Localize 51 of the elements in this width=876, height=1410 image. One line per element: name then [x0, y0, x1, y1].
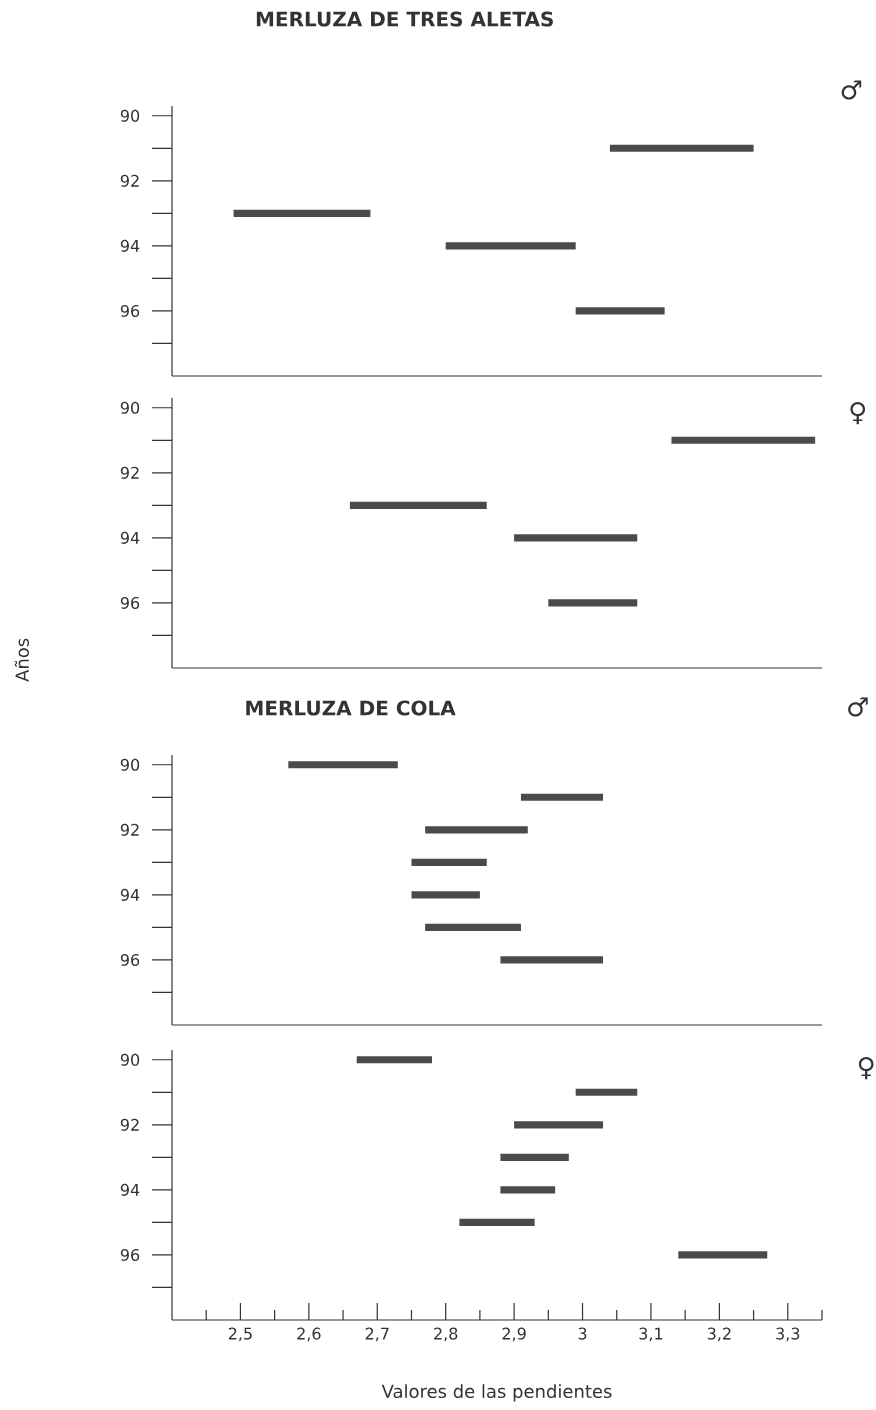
y-tick-label: 94	[120, 1183, 140, 1196]
bar	[514, 1121, 604, 1129]
bar	[520, 793, 604, 801]
y-tick-label: 90	[120, 109, 140, 122]
y-axis-title: Años	[14, 638, 29, 682]
y-tick-label: 92	[120, 1118, 139, 1131]
y-tick-label: 94	[120, 888, 140, 901]
x-axis-title: Valores de las pendientes	[381, 1384, 612, 1402]
y-tick-label: 90	[120, 401, 140, 414]
bar	[500, 1186, 556, 1194]
x-tick-label: 3,2	[707, 1327, 731, 1342]
x-tick-label: 2,7	[365, 1327, 389, 1342]
bar	[575, 1088, 638, 1096]
bar	[459, 1218, 535, 1226]
text: ♂	[848, 697, 868, 717]
x-tick-label: 2,9	[502, 1327, 526, 1342]
x-tick-label: 2,8	[434, 1327, 458, 1342]
bar	[356, 1056, 432, 1064]
y-tick-label: 96	[120, 304, 140, 317]
x-tick-label: 2,6	[297, 1327, 321, 1342]
bar	[445, 242, 576, 250]
bar	[411, 858, 487, 866]
bar	[425, 826, 528, 834]
text: ♀	[850, 401, 866, 425]
chart-title: MERLUZA DE TRES ALETAS	[256, 11, 553, 27]
y-tick-label: 90	[120, 758, 140, 771]
text: ♀	[858, 1056, 874, 1080]
bar	[575, 307, 665, 315]
bar	[233, 209, 371, 217]
y-tick-label: 92	[120, 174, 139, 187]
y-tick-label: 92	[120, 823, 139, 836]
bar	[500, 1153, 569, 1161]
text: ♂	[841, 80, 862, 100]
y-tick-label: 96	[120, 596, 140, 609]
x-tick-label: 3	[578, 1327, 587, 1340]
bar	[609, 144, 754, 152]
bar	[288, 761, 398, 769]
y-tick-label: 96	[120, 1248, 140, 1261]
x-tick-label: 2,5	[228, 1327, 252, 1342]
bar	[678, 1251, 768, 1259]
x-tick-label: 3,1	[639, 1327, 663, 1342]
y-tick-label: 96	[120, 953, 140, 966]
bar	[500, 956, 604, 964]
y-tick-label: 94	[120, 239, 140, 252]
bar	[425, 923, 521, 931]
x-tick-label: 3,3	[776, 1327, 800, 1342]
y-tick-label: 92	[120, 466, 139, 479]
bar	[411, 891, 480, 899]
y-tick-label: 94	[120, 531, 140, 544]
y-tick-label: 90	[120, 1053, 140, 1066]
chart-title: MERLUZA DE COLA	[246, 700, 456, 716]
